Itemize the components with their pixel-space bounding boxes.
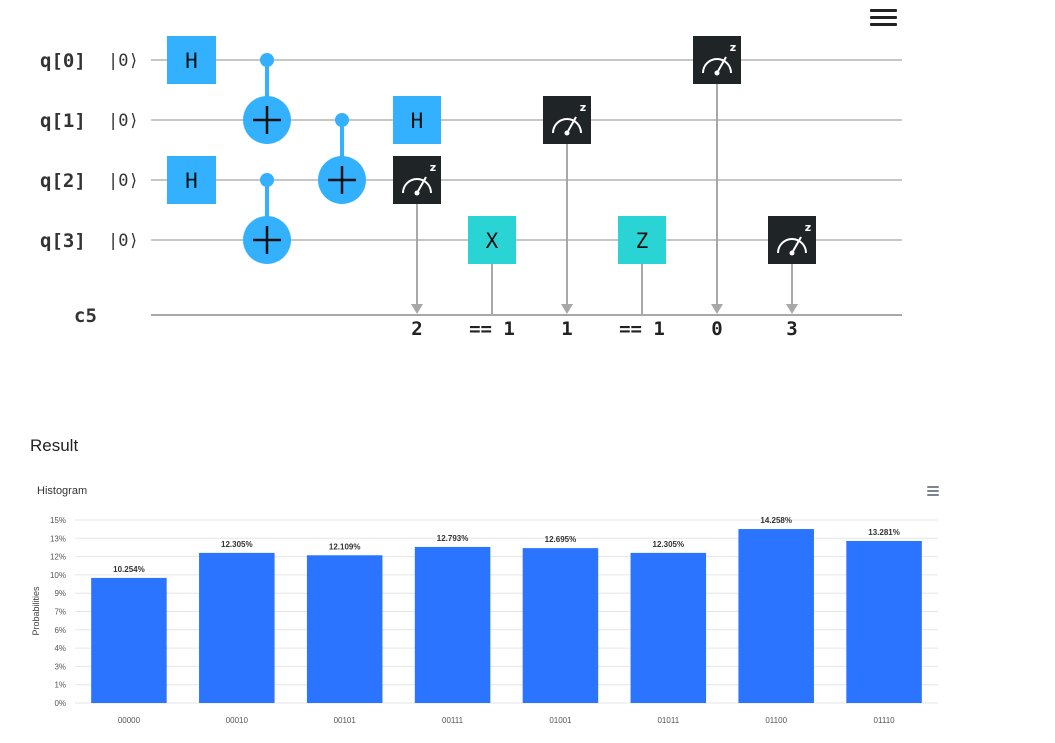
measure-gate-q1[interactable]: z <box>543 96 591 144</box>
bar-01011[interactable] <box>630 552 707 703</box>
measure-arrow-q0 <box>711 304 723 314</box>
chart-title: Histogram <box>37 485 88 497</box>
z-condition-label: == 1 <box>619 318 665 340</box>
circuit-menu-icon[interactable] <box>870 9 898 27</box>
measure-arrow-q1 <box>561 304 573 314</box>
bar-00010[interactable] <box>199 552 275 703</box>
bar-value-label: 12.305% <box>221 540 253 549</box>
svg-text:H: H <box>411 109 424 133</box>
y-tick-label: 0% <box>54 699 66 708</box>
h-gate-q0[interactable]: H <box>167 36 216 84</box>
cnot-gate-q2-q3[interactable] <box>243 173 291 264</box>
h-gate-q2[interactable]: H <box>167 156 216 204</box>
x-tick-label: 00111 <box>442 716 464 725</box>
result-heading: Result <box>30 436 79 455</box>
y-tick-label: 3% <box>54 662 66 671</box>
meter-icon <box>552 118 582 134</box>
y-tick-label: 4% <box>54 644 66 653</box>
qubit-label-q3: q[3] <box>40 230 86 252</box>
bar-value-label: 13.281% <box>868 528 900 537</box>
bar-01100[interactable] <box>738 529 814 703</box>
bar-01110[interactable] <box>846 540 922 703</box>
control-dot <box>260 53 274 67</box>
y-tick-label: 13% <box>50 534 66 543</box>
svg-text:z: z <box>805 221 811 234</box>
qubit-init-q0: |0⟩ <box>108 51 139 71</box>
svg-text:X: X <box>486 229 499 253</box>
measure-gate-q3[interactable]: z <box>768 216 816 264</box>
bar-01001[interactable] <box>522 548 599 703</box>
svg-text:Z: Z <box>636 229 649 253</box>
bar-value-label: 14.258% <box>760 516 792 525</box>
classical-bit-label-2: 2 <box>411 318 422 340</box>
classical-bit-label-3: 3 <box>786 318 797 340</box>
qubit-init-q1: |0⟩ <box>108 111 139 131</box>
y-tick-label: 9% <box>54 589 66 598</box>
meter-icon <box>777 238 807 254</box>
x-condition-label: == 1 <box>469 318 515 340</box>
x-tick-label: 00000 <box>118 716 141 725</box>
qubit-label-q1: q[1] <box>40 110 86 132</box>
bar-value-label: 12.695% <box>545 535 577 544</box>
bar-value-label: 12.793% <box>437 534 469 543</box>
quantum-circuit: q[0] q[1] q[2] q[3] c5 |0⟩ |0⟩ |0⟩ |0⟩ 2… <box>40 36 902 340</box>
control-dot <box>260 173 274 187</box>
classical-bit-label-1: 1 <box>561 318 572 340</box>
y-axis-label: Probabilities <box>31 586 41 636</box>
svg-text:z: z <box>730 41 736 54</box>
y-tick-label: 7% <box>54 608 66 617</box>
svg-text:z: z <box>580 101 586 114</box>
x-tick-label: 00010 <box>226 716 249 725</box>
meter-icon <box>702 58 732 74</box>
cnot-gate-q0-q1[interactable] <box>243 53 291 144</box>
measure-arrow-q2 <box>411 304 423 314</box>
h-gate-q1[interactable]: H <box>393 96 441 144</box>
qubit-init-q2: |0⟩ <box>108 171 139 191</box>
control-dot <box>335 113 349 127</box>
qubit-label-q2: q[2] <box>40 170 86 192</box>
measure-gate-q0[interactable]: z <box>693 36 741 84</box>
y-tick-label: 12% <box>50 553 66 562</box>
bar-00000[interactable] <box>91 577 167 703</box>
y-tick-label: 15% <box>50 516 66 525</box>
measure-gate-q2[interactable]: z <box>393 156 441 204</box>
bar-00111[interactable] <box>414 546 491 703</box>
svg-text:z: z <box>430 161 436 174</box>
x-tick-label: 01110 <box>874 716 896 725</box>
x-tick-label: 01001 <box>549 716 572 725</box>
meter-icon <box>402 178 432 194</box>
qubit-label-q0: q[0] <box>40 50 86 72</box>
cnot-gate-q1-q2[interactable] <box>318 113 366 204</box>
bar-value-label: 12.109% <box>329 542 361 551</box>
svg-text:H: H <box>185 49 198 73</box>
bar-value-label: 12.305% <box>653 540 685 549</box>
y-tick-label: 10% <box>50 571 66 580</box>
classical-register-label: c5 <box>74 305 97 327</box>
z-gate-q3[interactable]: Z <box>618 216 666 264</box>
x-gate-q3[interactable]: X <box>468 216 516 264</box>
y-tick-label: 6% <box>54 626 66 635</box>
classical-bit-label-0: 0 <box>711 318 722 340</box>
bar-value-label: 10.254% <box>113 565 145 574</box>
bar-00101[interactable] <box>306 555 383 703</box>
chart-menu-icon[interactable] <box>927 486 940 496</box>
qubit-wires <box>151 59 902 241</box>
svg-text:H: H <box>185 169 198 193</box>
x-tick-label: 00101 <box>334 716 357 725</box>
y-tick-label: 1% <box>54 681 66 690</box>
qubit-init-q3: |0⟩ <box>108 231 139 251</box>
measure-arrow-q3 <box>786 304 798 314</box>
x-tick-label: 01011 <box>657 716 679 725</box>
x-tick-label: 01100 <box>765 716 787 725</box>
